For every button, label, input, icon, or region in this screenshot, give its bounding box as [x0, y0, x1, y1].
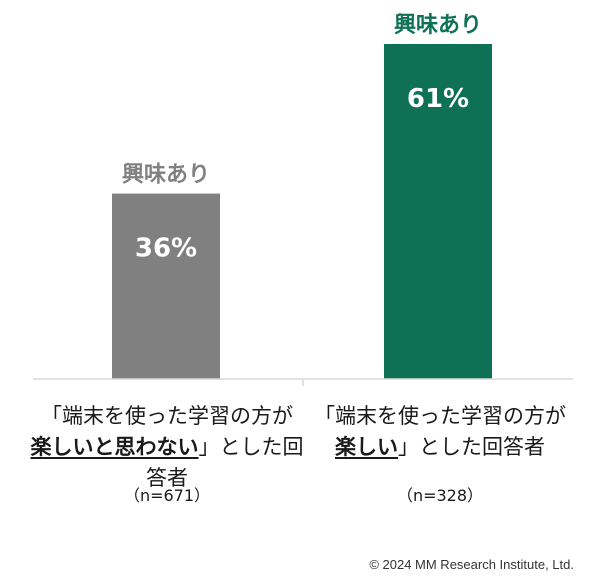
- bar-chart: 36% 61% 興味あり 興味あり: [33, 13, 573, 386]
- category-emphasis: 楽しいと思わない: [30, 435, 199, 459]
- category-line1: 「端末を使った学習の方が: [41, 404, 293, 428]
- copyright-notice: © 2024 MM Research Institute, Ltd.: [369, 557, 574, 572]
- value-label-not-enjoy: 36%: [135, 234, 197, 264]
- interest-label-not-enjoy: 興味あり: [122, 163, 210, 188]
- value-label-enjoy: 61%: [407, 84, 469, 114]
- category-label-enjoy: 「端末を使った学習の方が 楽しい」とした回答者: [295, 401, 585, 463]
- category-tail: 」とした回答者: [146, 435, 304, 490]
- category-emphasis: 楽しい: [335, 435, 398, 459]
- sample-size-enjoy: （n=328）: [396, 486, 484, 505]
- interest-label-enjoy: 興味あり: [394, 13, 482, 38]
- category-label-not-enjoy: 「端末を使った学習の方が 楽しいと思わない」とした回答者: [22, 401, 312, 494]
- bar-not-enjoy: [112, 193, 220, 379]
- bar-enjoy: [384, 44, 492, 379]
- category-line1: 「端末を使った学習の方が: [314, 404, 566, 428]
- sample-size-not-enjoy: （n=671）: [123, 486, 211, 505]
- category-tail: 」とした回答者: [398, 435, 545, 459]
